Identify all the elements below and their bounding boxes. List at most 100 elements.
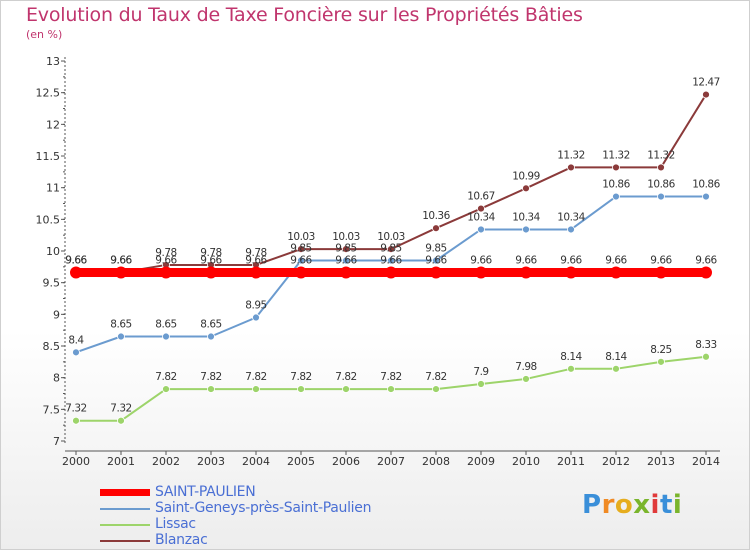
data-point bbox=[475, 266, 487, 279]
data-label: 11.32 bbox=[602, 149, 630, 161]
data-label: 10.03 bbox=[377, 231, 405, 243]
x-tick-label: 2011 bbox=[557, 455, 585, 468]
data-point bbox=[432, 224, 440, 233]
data-point bbox=[430, 266, 442, 279]
data-point bbox=[252, 385, 260, 393]
proxiti-logo: Proxiti bbox=[582, 490, 682, 520]
x-tick-label: 2013 bbox=[647, 455, 675, 468]
data-label: 7.82 bbox=[155, 371, 176, 383]
y-tick-label: 13 bbox=[46, 55, 60, 68]
data-label: 8.4 bbox=[68, 334, 84, 346]
logo-letter: o bbox=[614, 490, 634, 520]
data-point bbox=[655, 266, 667, 279]
chart-subtitle: (en %) bbox=[26, 28, 63, 41]
data-label: 9.78 bbox=[155, 247, 176, 259]
data-label: 8.65 bbox=[200, 319, 221, 331]
logo-letter: P bbox=[582, 490, 602, 520]
legend-item-lissac: Lissac bbox=[100, 516, 420, 532]
data-label: 8.14 bbox=[560, 351, 582, 363]
data-label: 12.47 bbox=[692, 77, 720, 89]
data-label: 10.03 bbox=[332, 231, 360, 243]
data-label: 9.66 bbox=[605, 255, 627, 267]
x-tick-label: 2003 bbox=[197, 455, 225, 468]
data-point bbox=[387, 385, 395, 393]
data-point bbox=[340, 266, 352, 279]
data-label: 10.03 bbox=[287, 231, 315, 243]
data-label: 8.14 bbox=[605, 351, 627, 363]
data-point bbox=[342, 256, 350, 265]
x-tick-label: 2001 bbox=[107, 455, 135, 468]
data-point bbox=[612, 364, 620, 373]
data-point bbox=[657, 192, 665, 201]
legend-swatch-lissac bbox=[100, 524, 150, 526]
y-tick-label: 7 bbox=[53, 435, 60, 448]
x-tick-label: 2004 bbox=[242, 455, 270, 468]
data-point bbox=[657, 163, 665, 172]
y-tick-label: 7.5 bbox=[43, 403, 61, 416]
legend-item-blanzac: Blanzac bbox=[100, 532, 420, 548]
data-label: 9.66 bbox=[110, 255, 132, 267]
data-label: 7.32 bbox=[110, 403, 131, 415]
y-tick-label: 10.5 bbox=[36, 213, 61, 226]
data-label: 9.66 bbox=[65, 255, 87, 267]
logo-letter: i bbox=[650, 490, 660, 520]
logo-letter: i bbox=[672, 490, 683, 520]
logo-letter: t bbox=[659, 490, 673, 520]
data-point bbox=[610, 266, 622, 279]
data-point bbox=[115, 266, 127, 279]
data-point bbox=[387, 245, 395, 254]
data-label: 9.85 bbox=[290, 243, 311, 255]
data-point bbox=[250, 266, 262, 279]
data-point bbox=[205, 266, 217, 279]
y-tick-label: 11 bbox=[46, 182, 60, 195]
x-tick-label: 2002 bbox=[152, 455, 180, 468]
data-label: 9.66 bbox=[110, 255, 132, 267]
data-label: 9.66 bbox=[65, 255, 87, 267]
data-label: 10.86 bbox=[647, 179, 675, 191]
data-label: 11.32 bbox=[647, 149, 675, 161]
data-point bbox=[117, 416, 125, 425]
chart-title: Evolution du Taux de Taxe Foncière sur l… bbox=[26, 4, 583, 26]
data-point bbox=[295, 266, 307, 279]
data-point bbox=[70, 266, 82, 279]
legend-label: SAINT-PAULIEN bbox=[155, 484, 256, 500]
data-point bbox=[477, 204, 485, 213]
data-label: 10.99 bbox=[512, 170, 540, 182]
data-point bbox=[117, 332, 125, 341]
data-label: 9.66 bbox=[425, 255, 447, 267]
data-label: 8.33 bbox=[695, 339, 716, 351]
x-tick-label: 2007 bbox=[377, 455, 405, 468]
data-label: 9.66 bbox=[155, 255, 177, 267]
data-point bbox=[477, 380, 485, 388]
data-label: 7.82 bbox=[200, 371, 221, 383]
data-label: 7.82 bbox=[245, 371, 266, 383]
logo-letter: r bbox=[601, 490, 615, 520]
data-point bbox=[567, 163, 575, 172]
data-label: 9.78 bbox=[200, 247, 221, 259]
data-point bbox=[207, 385, 215, 393]
data-label: 9.85 bbox=[425, 243, 446, 255]
data-point bbox=[387, 256, 395, 265]
y-tick-label: 9.5 bbox=[43, 277, 61, 290]
legend-item-saint-paulien: SAINT-PAULIEN bbox=[100, 484, 420, 500]
data-label: 7.98 bbox=[515, 361, 536, 373]
data-label: 8.65 bbox=[110, 319, 131, 331]
y-tick-label: 9 bbox=[53, 308, 60, 321]
data-label: 10.34 bbox=[557, 211, 585, 223]
data-label: 10.34 bbox=[467, 211, 495, 223]
data-point bbox=[297, 385, 305, 393]
y-tick-label: 8 bbox=[53, 372, 60, 385]
data-point bbox=[565, 266, 577, 279]
y-tick-label: 8.5 bbox=[43, 340, 61, 353]
data-label: 9.66 bbox=[380, 255, 402, 267]
data-label: 10.86 bbox=[692, 179, 720, 191]
data-point bbox=[567, 225, 575, 234]
data-label: 9.85 bbox=[380, 243, 401, 255]
data-point bbox=[207, 332, 215, 341]
data-point bbox=[520, 266, 532, 279]
data-point bbox=[567, 364, 575, 373]
y-tick-label: 12 bbox=[46, 118, 60, 131]
logo-letter: x bbox=[633, 490, 651, 520]
data-label: 11.32 bbox=[557, 149, 585, 161]
